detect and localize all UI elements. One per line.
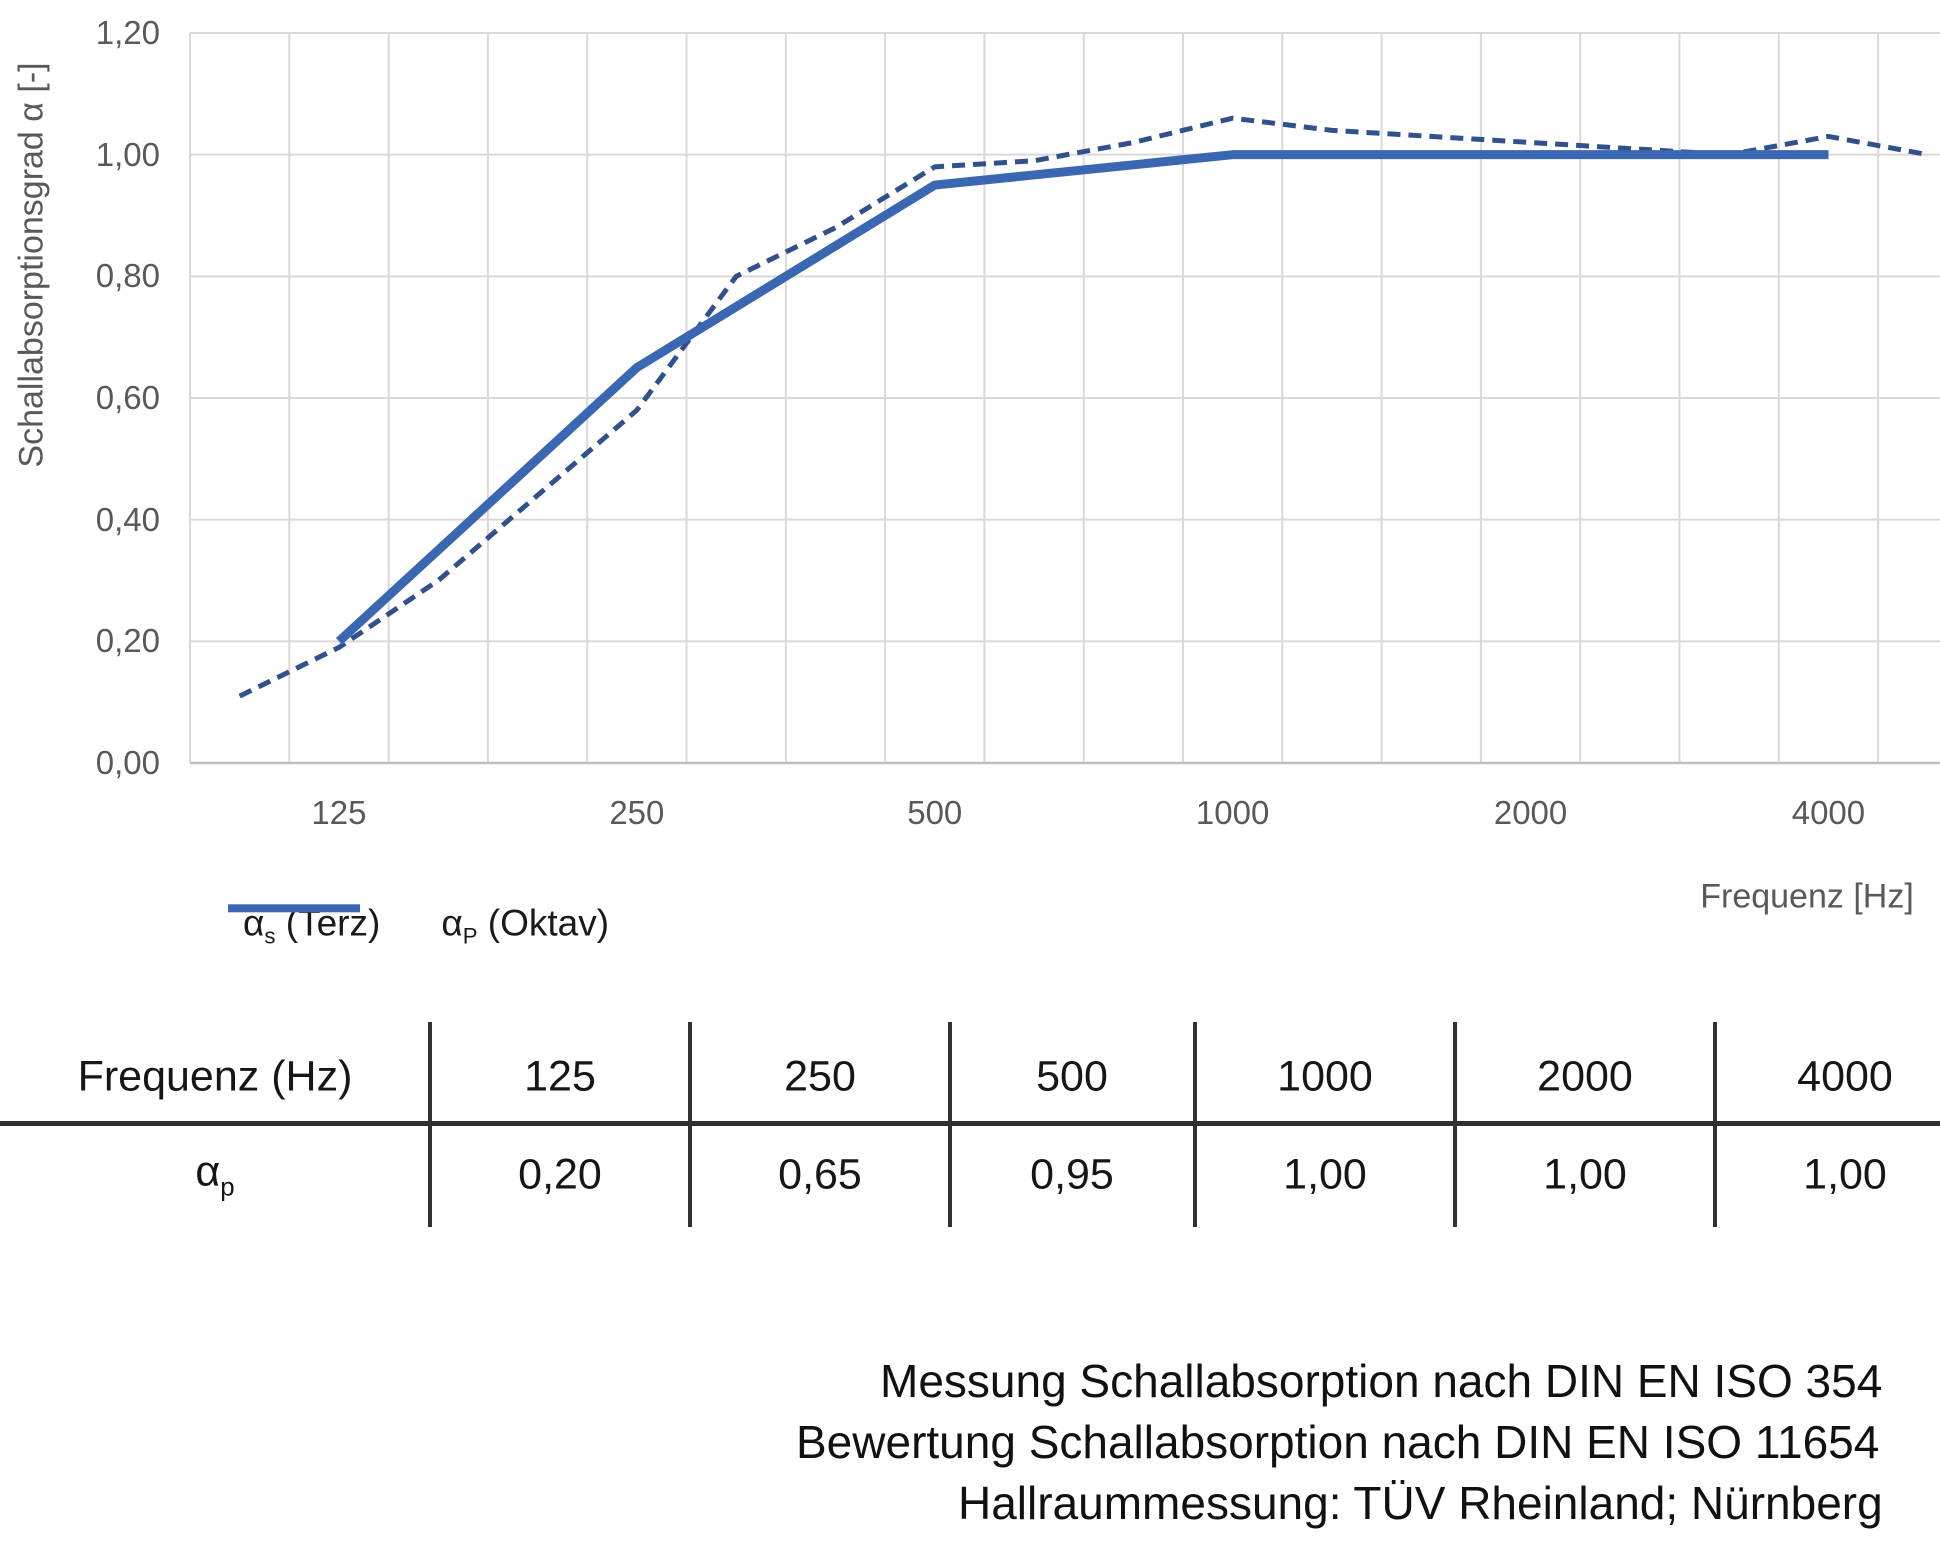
table-horizontal-rule bbox=[0, 1121, 1940, 1126]
table-header-250: 250 bbox=[784, 1052, 856, 1101]
y-tick-label: 1,20 bbox=[95, 14, 160, 51]
absorption-chart bbox=[189, 32, 1940, 765]
chart-legend: αs (Terz) αP (Oktav) bbox=[228, 902, 609, 949]
table-header-1000: 1000 bbox=[1277, 1052, 1373, 1101]
solid-line-swatch bbox=[228, 904, 360, 913]
table-header-frequenz: Frequenz (Hz) bbox=[77, 1052, 353, 1101]
y-tick-label: 1,00 bbox=[95, 135, 160, 173]
table-header-2000: 2000 bbox=[1537, 1052, 1633, 1101]
alpha-subscript: s bbox=[264, 923, 276, 949]
table-value-250: 0,65 bbox=[778, 1150, 862, 1199]
table-header-500: 500 bbox=[1036, 1052, 1108, 1101]
table-value-1000: 1,00 bbox=[1283, 1150, 1367, 1199]
y-tick-label: 0,20 bbox=[95, 622, 160, 660]
y-tick-label: 0,40 bbox=[95, 500, 160, 538]
series-terz-dashed-line bbox=[238, 115, 1929, 699]
table-divider bbox=[688, 1022, 692, 1227]
table-value-2000: 1,00 bbox=[1543, 1150, 1627, 1199]
table-divider bbox=[948, 1022, 952, 1227]
y-tick-label: 0,60 bbox=[95, 379, 160, 416]
grid-layer bbox=[189, 32, 1940, 765]
y-tick-label: 0,00 bbox=[95, 744, 160, 781]
x-tick-label: 125 bbox=[311, 794, 367, 831]
table-header-4000: 4000 bbox=[1797, 1052, 1893, 1101]
x-tick-label: 1000 bbox=[1195, 794, 1270, 831]
alpha-symbol: α bbox=[243, 902, 265, 944]
table-value-125: 0,20 bbox=[518, 1150, 602, 1199]
table-divider bbox=[1193, 1022, 1197, 1227]
table-row-label-alpha-p: αp bbox=[195, 1148, 234, 1203]
x-tick-label: 4000 bbox=[1791, 794, 1866, 831]
x-tick-label: 250 bbox=[609, 794, 665, 831]
table-divider bbox=[1453, 1022, 1457, 1227]
table-header-125: 125 bbox=[524, 1052, 596, 1101]
x-axis-title: Frequenz [Hz] bbox=[1700, 877, 1914, 916]
legend-label-oktav-text: (Oktav) bbox=[477, 902, 610, 944]
legend-item-oktav: αP (Oktav) bbox=[228, 902, 609, 949]
x-tick-label: 500 bbox=[907, 794, 963, 831]
legend-label-oktav: αP (Oktav) bbox=[441, 902, 609, 949]
series-oktav-solid-line bbox=[335, 150, 1829, 645]
alpha-symbol: α bbox=[195, 1147, 221, 1196]
table-value-500: 0,95 bbox=[1030, 1150, 1114, 1199]
note-bewertung: Bewertung Schallabsorption nach DIN EN I… bbox=[796, 1416, 1880, 1468]
y-axis-title: Schallabsorptionsgrad α [-] bbox=[12, 62, 51, 468]
note-messung: Messung Schallabsorption nach DIN EN ISO… bbox=[880, 1355, 1883, 1407]
alpha-subscript: p bbox=[220, 1173, 235, 1202]
series-layer bbox=[238, 115, 1929, 699]
alpha-symbol: α bbox=[441, 902, 463, 944]
x-tick-label: 2000 bbox=[1493, 794, 1568, 831]
table-divider bbox=[428, 1022, 432, 1227]
table-divider bbox=[1713, 1022, 1717, 1227]
table-value-4000: 1,00 bbox=[1803, 1150, 1887, 1199]
alpha-subscript: P bbox=[462, 923, 478, 949]
y-tick-label: 0,80 bbox=[95, 257, 160, 295]
note-hallraum: Hallraummessung: TÜV Rheinland; Nürnberg bbox=[958, 1477, 1883, 1529]
